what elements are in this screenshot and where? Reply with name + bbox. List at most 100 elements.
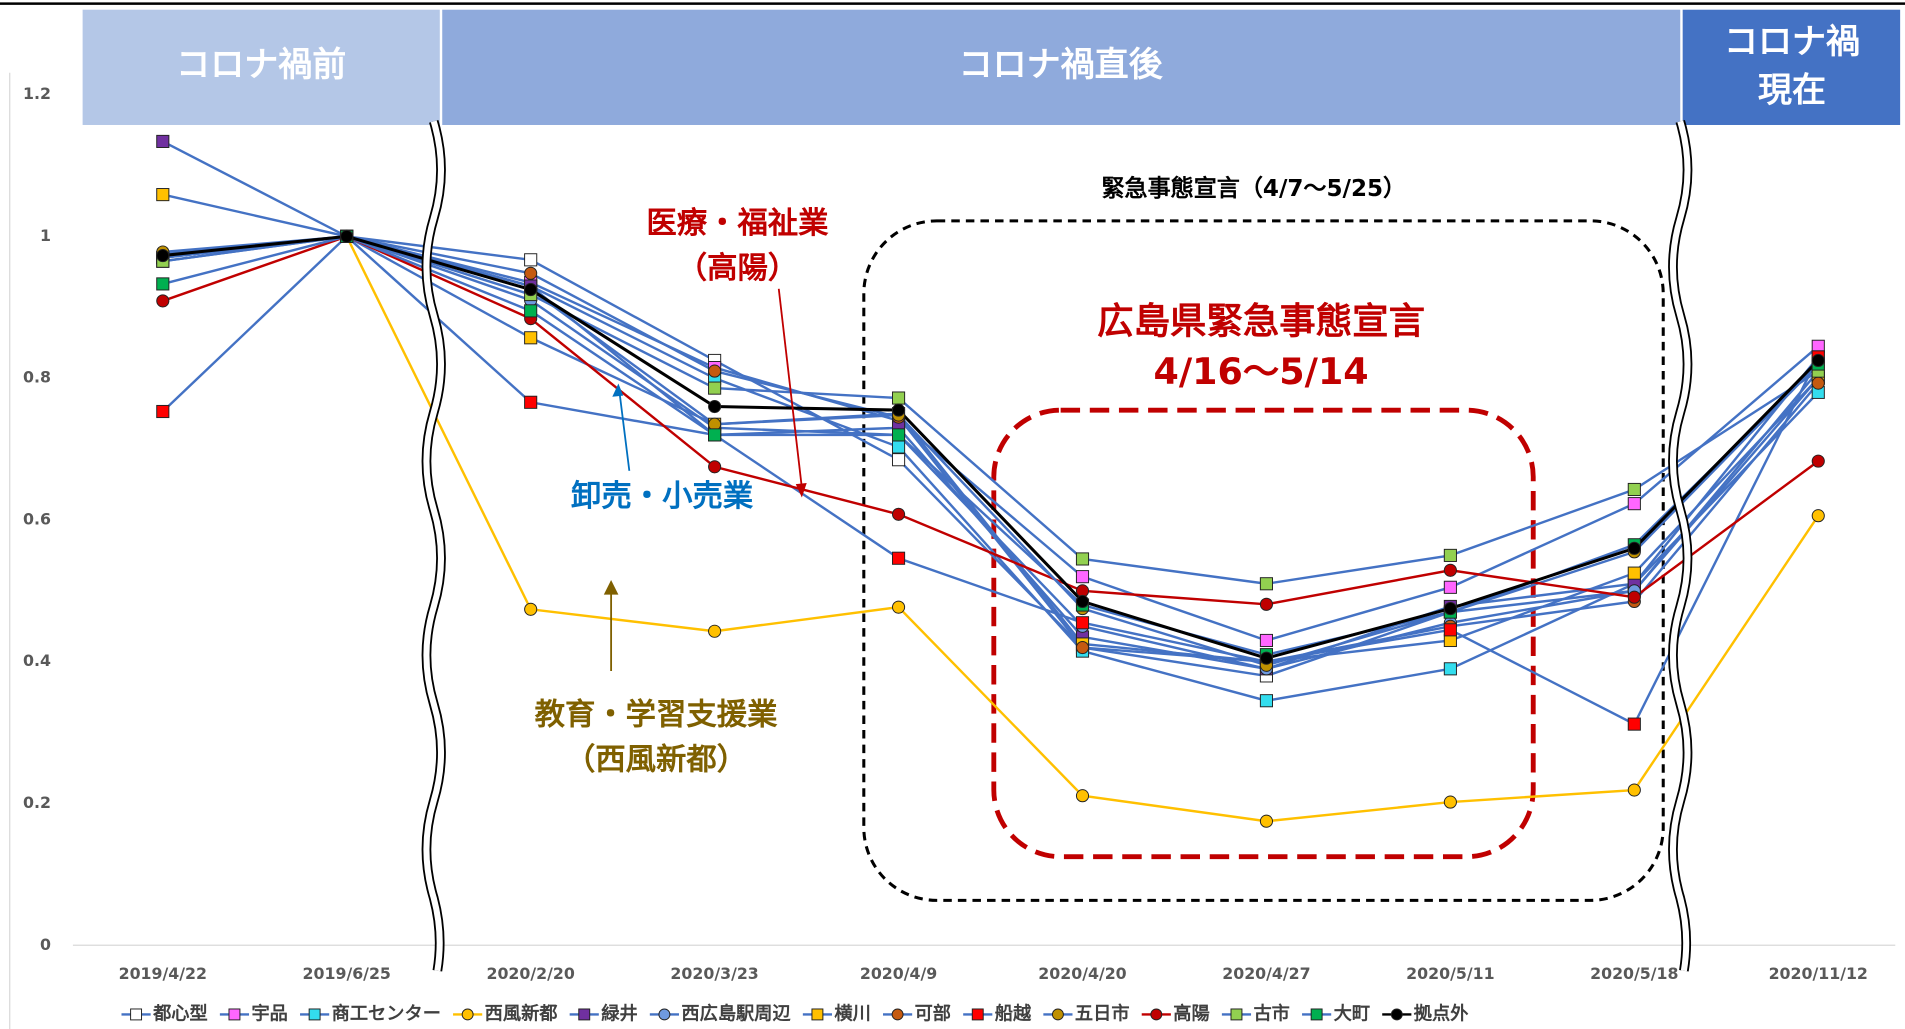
- x-tick-label: 2020/11/12: [1769, 964, 1868, 983]
- series-line: [162, 235, 1820, 702]
- x-tick-label: 2019/4/22: [119, 964, 207, 983]
- marker: [1259, 651, 1273, 665]
- marker: [1259, 577, 1273, 591]
- annotation: 卸売・小売業: [571, 479, 754, 514]
- legend-item: 船越: [963, 1002, 1032, 1024]
- x-tick-label: 2019/6/25: [303, 964, 391, 983]
- annotation: 医療・福祉業: [646, 206, 829, 241]
- marker: [1075, 616, 1090, 630]
- band-label: 現在: [1758, 71, 1826, 111]
- marker: [1310, 1008, 1323, 1021]
- marker: [1259, 597, 1273, 611]
- marker: [1259, 694, 1273, 708]
- series-line: [161, 234, 1820, 726]
- marker: [1811, 454, 1825, 468]
- marker: [1075, 789, 1090, 803]
- emergency-box: [862, 219, 1665, 902]
- series-line: [162, 235, 1819, 585]
- marker: [1627, 541, 1641, 555]
- y-tick-label: 0.2: [23, 793, 51, 812]
- marker: [524, 331, 538, 345]
- marker: [658, 1008, 671, 1021]
- marker: [1075, 594, 1090, 609]
- marker: [708, 381, 722, 395]
- legend-item: 五日市: [1043, 1002, 1130, 1024]
- marker: [524, 602, 538, 616]
- marker: [1627, 717, 1641, 731]
- marker: [971, 1008, 984, 1021]
- marker: [156, 134, 170, 148]
- marker: [708, 428, 722, 442]
- marker: [156, 277, 170, 291]
- legend-item: 古市: [1221, 1002, 1290, 1024]
- annotation: （西風新都）: [565, 742, 747, 777]
- marker: [1230, 1008, 1243, 1021]
- y-tick-label: 0.8: [23, 368, 51, 387]
- legend-item: 横川: [802, 1002, 871, 1024]
- marker: [1443, 563, 1457, 577]
- marker: [1627, 566, 1641, 580]
- series-line: [162, 193, 1820, 663]
- legend-item: 大町: [1302, 1002, 1370, 1024]
- legend-label: 西広島駅周辺: [681, 1002, 791, 1024]
- marker: [1443, 602, 1457, 616]
- marker: [524, 253, 538, 267]
- x-tick-label: 2020/4/9: [860, 964, 937, 983]
- legend-item: 商工センター: [300, 1002, 441, 1024]
- legend-label: 横川: [834, 1002, 870, 1024]
- arrow: [618, 393, 631, 471]
- x-tick-label: 2020/3/23: [670, 964, 758, 983]
- marker: [1443, 623, 1457, 637]
- x-tick-label: 2020/5/11: [1406, 964, 1494, 983]
- marker: [1075, 552, 1090, 566]
- band-after: [442, 9, 1681, 125]
- marker: [1627, 590, 1641, 604]
- marker: [1259, 633, 1273, 648]
- marker: [1443, 580, 1457, 594]
- legend-label: 大町: [1334, 1002, 1370, 1024]
- marker: [708, 460, 722, 474]
- series-line: [162, 235, 1819, 606]
- legend-label: 都心型: [152, 1002, 208, 1024]
- marker: [1627, 482, 1641, 497]
- marker: [1390, 1008, 1403, 1021]
- annotation: 4/16〜5/14: [1154, 350, 1369, 393]
- marker: [130, 1008, 143, 1021]
- legend-label: 宇品: [251, 1002, 287, 1024]
- band-label: コロナ禍前: [176, 45, 346, 85]
- marker: [1259, 814, 1273, 828]
- legend-item: 可部: [883, 1002, 951, 1024]
- arrow-head: [612, 383, 624, 397]
- marker: [1811, 509, 1825, 523]
- marker: [811, 1008, 824, 1021]
- marker: [891, 600, 906, 614]
- marker: [891, 403, 906, 417]
- arrow: [777, 288, 803, 488]
- marker: [1075, 641, 1090, 655]
- series-line: [162, 235, 1820, 671]
- marker: [891, 440, 906, 454]
- marker: [891, 428, 906, 442]
- annotation: 緊急事態宣言（4/7〜5/25）: [1101, 175, 1406, 202]
- axis-break: [1669, 120, 1691, 972]
- marker: [524, 266, 538, 280]
- legend-item: 宇品: [219, 1002, 288, 1024]
- marker: [1443, 795, 1457, 809]
- marker: [524, 395, 538, 409]
- band-label: コロナ禍直後: [959, 45, 1164, 85]
- series-line: [162, 234, 1820, 660]
- marker: [156, 294, 170, 308]
- legend-item: 西広島駅周辺: [649, 1002, 791, 1024]
- legend-label: 拠点外: [1414, 1002, 1469, 1024]
- legend-item: 都心型: [121, 1002, 208, 1024]
- legend-label: 可部: [915, 1002, 951, 1024]
- marker: [308, 1008, 321, 1021]
- y-tick-label: 1.2: [23, 84, 51, 103]
- marker: [461, 1008, 474, 1021]
- legend-item: 緑井: [569, 1002, 638, 1024]
- band-before: [82, 9, 440, 125]
- band-label: コロナ禍: [1724, 22, 1860, 62]
- y-tick-label: 0.6: [23, 509, 51, 528]
- marker: [156, 249, 170, 263]
